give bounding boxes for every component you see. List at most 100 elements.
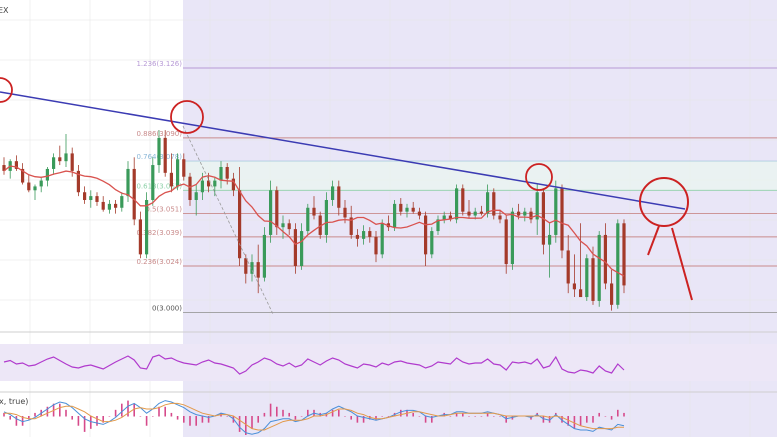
fib-retracement: 1.236(3.126)0.886(3.090)0.764(3.078)0.61…	[136, 60, 777, 314]
target-circle	[639, 177, 689, 227]
candle-body	[585, 258, 589, 298]
candle-body	[411, 207, 415, 212]
candle-body	[83, 192, 87, 200]
candle-body	[14, 161, 18, 169]
candle-body	[70, 153, 74, 171]
macd-hist-bar	[145, 416, 148, 426]
macd-hist-bar	[381, 416, 383, 417]
macd-hist-bar	[338, 409, 340, 417]
candle-body	[572, 283, 576, 290]
touch-circle-1	[0, 77, 13, 103]
annotations	[0, 77, 693, 301]
fib-level-label: 0.382(3.039)	[136, 229, 182, 237]
candle-body	[27, 182, 31, 191]
macd-hist-bar	[418, 416, 421, 417]
macd-hist-bar	[455, 412, 458, 417]
candle-body	[114, 203, 118, 208]
candle-body	[467, 211, 471, 216]
forecast-arrow-down	[671, 227, 693, 301]
candlesticks	[2, 130, 626, 311]
candle-body	[498, 215, 502, 220]
candle-body	[343, 207, 347, 218]
macd-hist-bar	[542, 416, 545, 423]
macd-hist-bar	[586, 416, 588, 423]
macd-hist-bar	[238, 416, 241, 432]
macd-hist-bar	[480, 416, 483, 417]
macd-hist-bar	[505, 416, 507, 423]
macd-histogram	[3, 400, 625, 435]
macd-hist-bar	[263, 412, 266, 417]
macd-hist-bar	[548, 416, 551, 423]
candle-body	[448, 215, 452, 220]
candle-body	[579, 289, 583, 298]
candle-body	[504, 219, 508, 265]
macd-hist-bar	[598, 412, 600, 417]
macd-hist-bar	[121, 403, 123, 417]
macd-hist-bar	[282, 409, 284, 417]
macd-hist-bar	[71, 416, 73, 420]
candle-body	[275, 190, 279, 228]
macd-hist-bar	[96, 416, 98, 426]
candle-body	[76, 170, 80, 193]
candle-body	[163, 137, 167, 173]
macd-hist-bar	[307, 409, 309, 417]
macd-hist-bar	[610, 416, 613, 420]
touch-circle-3	[525, 163, 553, 191]
macd-hist-bar	[139, 416, 142, 417]
candle-body	[436, 219, 440, 232]
macd-hist-bar	[493, 416, 495, 417]
candle-body	[95, 196, 99, 202]
macd-hist-bar	[375, 416, 377, 420]
macd-hist-bar	[34, 412, 36, 417]
macd-hist-bar	[245, 416, 247, 435]
candle-body	[58, 157, 62, 162]
macd-hist-bar	[276, 406, 278, 417]
candle-body	[262, 234, 266, 278]
macd-hist-bar	[449, 416, 452, 417]
macd-hist-bar	[623, 412, 625, 417]
macd-hist-bar	[412, 412, 414, 417]
macd-hist-bar	[189, 416, 191, 426]
candle-body	[39, 180, 43, 187]
macd-hist-bar	[9, 416, 11, 420]
macd-hist-bar	[207, 416, 210, 423]
candle-body	[591, 258, 595, 301]
macd-hist-bar	[90, 416, 92, 429]
candle-body	[256, 262, 260, 278]
fib-level-label: 1.236(3.126)	[136, 60, 182, 68]
macd-hist-bar	[108, 416, 111, 417]
candle-body	[225, 167, 229, 179]
candle-body	[126, 168, 130, 197]
candle-body	[362, 231, 366, 239]
candle-body	[194, 192, 198, 200]
candle-body	[269, 190, 273, 235]
candle-body	[318, 215, 322, 235]
candle-body	[120, 196, 124, 208]
fib-level-label: 0.236(3.024)	[136, 258, 182, 266]
macd-hist-bar	[592, 416, 594, 423]
rsi-band	[0, 344, 777, 381]
candle-body	[442, 215, 446, 220]
candle-body	[182, 159, 186, 177]
candle-body	[473, 211, 477, 216]
candle-body	[33, 186, 37, 191]
macd-hist-bar	[604, 416, 607, 417]
candle-body	[219, 167, 223, 181]
candle-body	[517, 211, 521, 216]
candle-body	[374, 236, 378, 255]
candle-body	[424, 215, 428, 255]
candle-body	[479, 211, 483, 214]
candle-body	[535, 192, 539, 220]
candle-body	[231, 178, 235, 191]
macd-hist-bar	[59, 403, 61, 417]
macd-hist-bar	[133, 403, 135, 417]
candle-body	[492, 192, 496, 216]
macd-hist-bar	[344, 416, 346, 417]
candle-body	[510, 211, 514, 265]
candle-body	[21, 168, 25, 183]
macd-hist-bar	[362, 416, 365, 423]
candle-body	[306, 207, 310, 232]
macd-hist-bar	[499, 416, 501, 417]
candle-body	[324, 200, 328, 235]
